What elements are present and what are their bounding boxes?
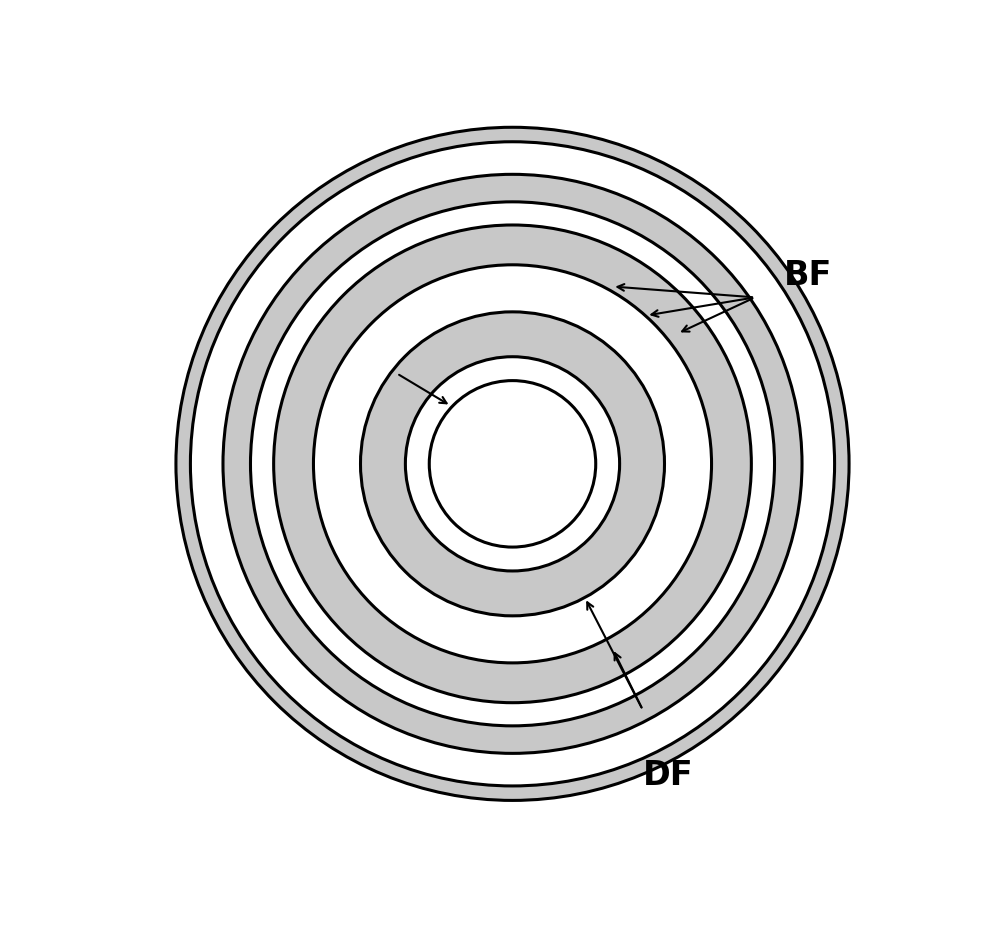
Circle shape [361, 312, 664, 616]
Circle shape [313, 265, 712, 663]
Circle shape [190, 142, 835, 786]
Circle shape [176, 127, 849, 801]
Circle shape [405, 356, 620, 571]
Circle shape [250, 202, 775, 726]
Circle shape [274, 225, 751, 703]
Circle shape [429, 381, 596, 547]
Text: DF: DF [643, 759, 693, 791]
Text: BF: BF [784, 259, 832, 292]
Circle shape [223, 174, 802, 753]
